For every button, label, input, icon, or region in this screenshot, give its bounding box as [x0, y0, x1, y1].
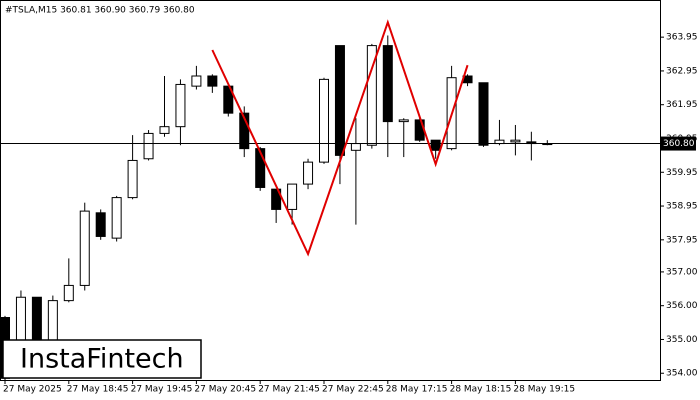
x-tick-label: 27 May 19:45: [131, 385, 193, 395]
candle-body: [175, 83, 186, 128]
y-tick-label: 363.95: [666, 33, 698, 43]
x-tick-label: 27 May 18:45: [67, 385, 129, 395]
candle-body: [350, 143, 361, 151]
x-tick-label: 27 May 21:45: [258, 385, 320, 395]
candle-body: [414, 119, 425, 141]
candle-body: [79, 210, 90, 286]
x-tick-label: 28 May 19:15: [513, 385, 575, 395]
y-tick-label: 354.00: [666, 369, 698, 379]
pattern-line: [211, 19, 469, 257]
x-tick-label: 28 May 18:15: [450, 385, 512, 395]
candle-body: [478, 82, 489, 146]
candle-body: [430, 139, 441, 151]
x-tick-label: 27 May 22:45: [322, 385, 384, 395]
candle-body: [255, 148, 266, 188]
y-tick-label: 362.95: [666, 66, 698, 76]
candle-body: [127, 159, 138, 199]
candle-body: [271, 188, 282, 210]
candle-body: [63, 284, 74, 302]
candle-body: [303, 161, 314, 185]
candle-body: [382, 45, 393, 123]
candle-body: [366, 45, 377, 146]
candle-body: [398, 119, 409, 123]
price-label: 360.80: [663, 139, 695, 149]
y-tick-label: 357.00: [666, 267, 698, 277]
candle-body: [111, 197, 122, 239]
x-tick-label: 27 May 2025: [3, 385, 62, 395]
y-tick-label: 355.00: [666, 335, 698, 345]
x-tick-label: 27 May 20:45: [194, 385, 256, 395]
candle-body: [207, 75, 218, 87]
candle-body: [494, 139, 505, 145]
candle-body: [143, 132, 154, 160]
candle-body: [287, 183, 298, 210]
y-tick-label: 359.95: [666, 168, 698, 178]
candle-body: [319, 78, 329, 163]
price-tag: [660, 136, 696, 151]
plot-frame: [0, 0, 661, 381]
logo-text: InstaFintech: [20, 344, 184, 375]
y-tick-label: 356.00: [666, 301, 698, 311]
x-tick-label: 28 May 17:15: [386, 385, 448, 395]
candle-body: [95, 212, 106, 237]
chart-title: #TSLA,M15 360.81 360.90 360.79 360.80: [5, 6, 195, 16]
y-tick-label: 361.95: [666, 100, 698, 110]
candle-body: [239, 112, 250, 150]
candle-body: [191, 75, 202, 87]
candle-body: [510, 139, 521, 143]
logo-box: [2, 339, 202, 379]
y-tick-label: 357.95: [666, 235, 698, 245]
candle-body: [159, 126, 170, 134]
candle-body: [334, 45, 345, 156]
y-tick-label: 358.95: [666, 202, 698, 212]
